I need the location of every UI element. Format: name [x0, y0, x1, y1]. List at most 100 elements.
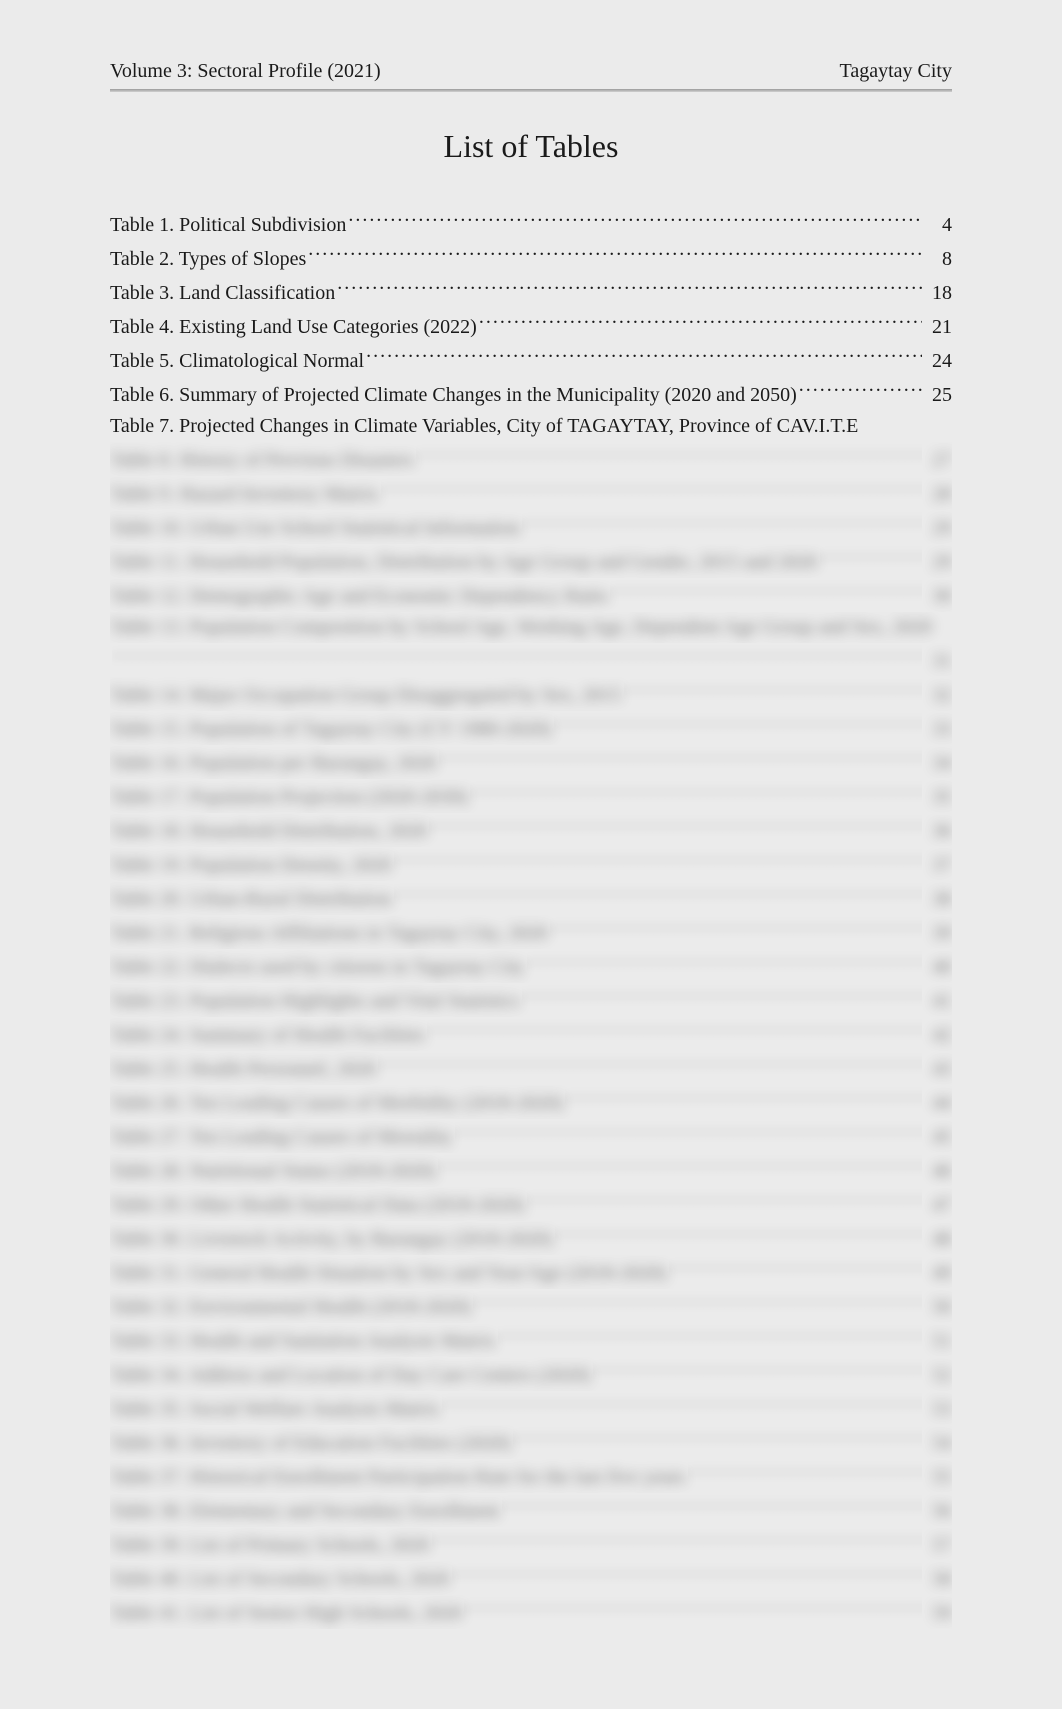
toc-entry-page: 41: [924, 986, 952, 1017]
toc-row: Table 32. Environmental Health (2018-202…: [110, 1289, 952, 1323]
toc-row: Table 35. Social Welfare Analysis Matrix…: [110, 1391, 952, 1425]
toc-dot-leader: [366, 343, 922, 367]
toc-dot-leader: [432, 1527, 922, 1551]
toc-entry-page: 29: [924, 547, 952, 578]
toc-entry-label: Table 18. Household Distribution, 2020: [110, 816, 427, 847]
toc-row: Table 4. Existing Land Use Categories (2…: [110, 309, 952, 343]
toc-dot-leader: [348, 207, 922, 231]
toc-row: Table 9. Hazard Inventory Matrix28: [110, 476, 952, 510]
toc-entry-page: 4: [924, 210, 952, 241]
toc-dot-leader: [470, 779, 922, 803]
toc-row: Table 34. Address and Location of Day Ca…: [110, 1357, 952, 1391]
toc-entry-page: 51: [924, 1326, 952, 1357]
toc-row: Table 41. List of Senior High Schools, 2…: [110, 1595, 952, 1629]
toc-row: Table 28. Nutritional Status (2018-2020)…: [110, 1153, 952, 1187]
toc-dot-leader: [438, 1153, 922, 1177]
toc-entry-label: Table 15. Population of Tagaytay City (C…: [110, 714, 552, 745]
toc-dot-leader: [624, 677, 922, 701]
toc-dot-leader: [513, 1425, 922, 1449]
toc-entry-label: Table 36. Inventory of Education Facilit…: [110, 1428, 511, 1459]
toc-entry-label: Table 8. History of Previous Disasters: [110, 445, 414, 476]
toc-dot-leader: [455, 1119, 922, 1143]
toc-entry-page: 59: [924, 1598, 952, 1629]
toc-entry-label: Table 35. Social Welfare Analysis Matrix: [110, 1394, 440, 1425]
toc-entry-label: Table 39. List of Primary Schools, 2020: [110, 1530, 430, 1561]
toc-dot-leader: [550, 915, 922, 939]
toc-entry-label: Table 14. Major Occupation Group Disaggr…: [110, 680, 622, 711]
toc-row: Table 13. Population Composition by Scho…: [110, 612, 952, 643]
toc-row: Table 5. Climatological Normal 24: [110, 343, 952, 377]
toc-entry-page: 28: [924, 479, 952, 510]
toc-entry-label: Table 13. Population Composition by Scho…: [110, 612, 932, 643]
toc-dot-leader: [522, 510, 922, 534]
toc-dot-leader: [452, 1561, 922, 1585]
toc-entry-label: Table 41. List of Senior High Schools, 2…: [110, 1598, 462, 1629]
toc-row: Table 27. Ten Leading Causes of Mortalit…: [110, 1119, 952, 1153]
toc-entry-label: Table 2. Types of Slopes: [110, 244, 306, 275]
toc-dot-leader: [820, 544, 922, 568]
toc-row: Table 26. Ten Leading Causes of Morbidit…: [110, 1085, 952, 1119]
toc-row: Table 10. Urban Use School Statistical I…: [110, 510, 952, 544]
toc-entry-page: 37: [924, 850, 952, 881]
toc-row: Table 12. Demographic Age and Economic D…: [110, 578, 952, 612]
running-header: Volume 3: Sectoral Profile (2021) Tagayt…: [110, 60, 952, 83]
toc-row: Table 3. Land Classification 18: [110, 275, 952, 309]
toc-entry-page: 44: [924, 1088, 952, 1119]
toc-entry-page: 29: [924, 513, 952, 544]
page-title: List of Tables: [110, 128, 952, 165]
toc-row: Table 33. Health and Sanitation Analysis…: [110, 1323, 952, 1357]
toc-row: Table 2. Types of Slopes8: [110, 241, 952, 275]
toc-row: Table 21. Religious Affiliations in Taga…: [110, 915, 952, 949]
toc-entry-page: 53: [924, 1394, 952, 1425]
toc-entry-page: 30: [924, 581, 952, 612]
toc-dot-leader: [337, 275, 922, 299]
toc-entry-label: Table 3. Land Classification: [110, 278, 335, 309]
toc-entry-label: Table 4. Existing Land Use Categories (2…: [110, 312, 477, 343]
toc-entry-page: 49: [924, 1258, 952, 1289]
toc-entry-page: 50: [924, 1292, 952, 1323]
toc-dot-leader: [429, 813, 922, 837]
toc-entry-page: 38: [924, 884, 952, 915]
toc-row: Table 38. Elementary and Secondary Enrol…: [110, 1493, 952, 1527]
toc-entry-label: Table 28. Nutritional Status (2018-2020): [110, 1156, 436, 1187]
header-rule: [110, 89, 952, 92]
toc-dot-leader: [799, 377, 922, 401]
toc-entry-label: Table 31. General Health Situation by Se…: [110, 1258, 667, 1289]
toc-entry-page: 54: [924, 1428, 952, 1459]
toc-entry-label: Table 20. Urban-Rural Distribution: [110, 884, 392, 915]
toc-row: Table 20. Urban-Rural Distribution 38: [110, 881, 952, 915]
toc-entry-page: 55: [924, 1462, 952, 1493]
toc-row: Table 8. History of Previous Disasters27: [110, 442, 952, 476]
toc-entry-label: Table 6. Summary of Projected Climate Ch…: [110, 380, 797, 411]
toc-dot-leader: [669, 1255, 922, 1279]
toc-dot-leader: [527, 949, 922, 973]
toc-entry-page: 35: [924, 782, 952, 813]
toc-entry-label: Table 5. Climatological Normal: [110, 346, 364, 377]
toc-entry-page: 18: [924, 278, 952, 309]
toc-entry-label: Table 32. Environmental Health (2018-202…: [110, 1292, 471, 1323]
toc-dot-leader: [394, 847, 922, 871]
toc-entry-page: 34: [924, 748, 952, 779]
toc-entry-label: Table 16. Population per Barangay, 2020: [110, 748, 437, 779]
toc-row: Table 7. Projected Changes in Climate Va…: [110, 411, 952, 442]
toc-entry-page: 48: [924, 1224, 952, 1255]
toc-entry-label: Table 19. Population Density, 2020: [110, 850, 392, 881]
toc-entry-label: Table 37. Historical Enrollment Particip…: [110, 1462, 686, 1493]
toc-entry-page: 21: [924, 312, 952, 343]
toc-entry-label: Table 34. Address and Location of Day Ca…: [110, 1360, 591, 1391]
toc-entry-page: 47: [924, 1190, 952, 1221]
toc-row: Table 11. Household Population, Distribu…: [110, 544, 952, 578]
toc-entry-label: Table 24. Summary of Health Facilities: [110, 1020, 425, 1051]
toc-entry-page: 56: [924, 1496, 952, 1527]
toc-entry-page: 24: [924, 346, 952, 377]
toc-row: Table 19. Population Density, 2020 37: [110, 847, 952, 881]
header-left: Volume 3: Sectoral Profile (2021): [110, 60, 381, 83]
toc-entry-label: Table 23. Population Highlights and Vita…: [110, 986, 520, 1017]
toc-dot-leader: [381, 476, 922, 500]
header-right: Tagaytay City: [840, 60, 952, 83]
toc-entry-page: 33: [924, 714, 952, 745]
toc-row: Table 29. Other Health Statistical Data …: [110, 1187, 952, 1221]
toc-row: Table 23. Population Highlights and Vita…: [110, 983, 952, 1017]
toc-entry-label: Table 33. Health and Sanitation Analysis…: [110, 1326, 496, 1357]
toc-entry-label: Table 1. Political Subdivision: [110, 210, 346, 241]
